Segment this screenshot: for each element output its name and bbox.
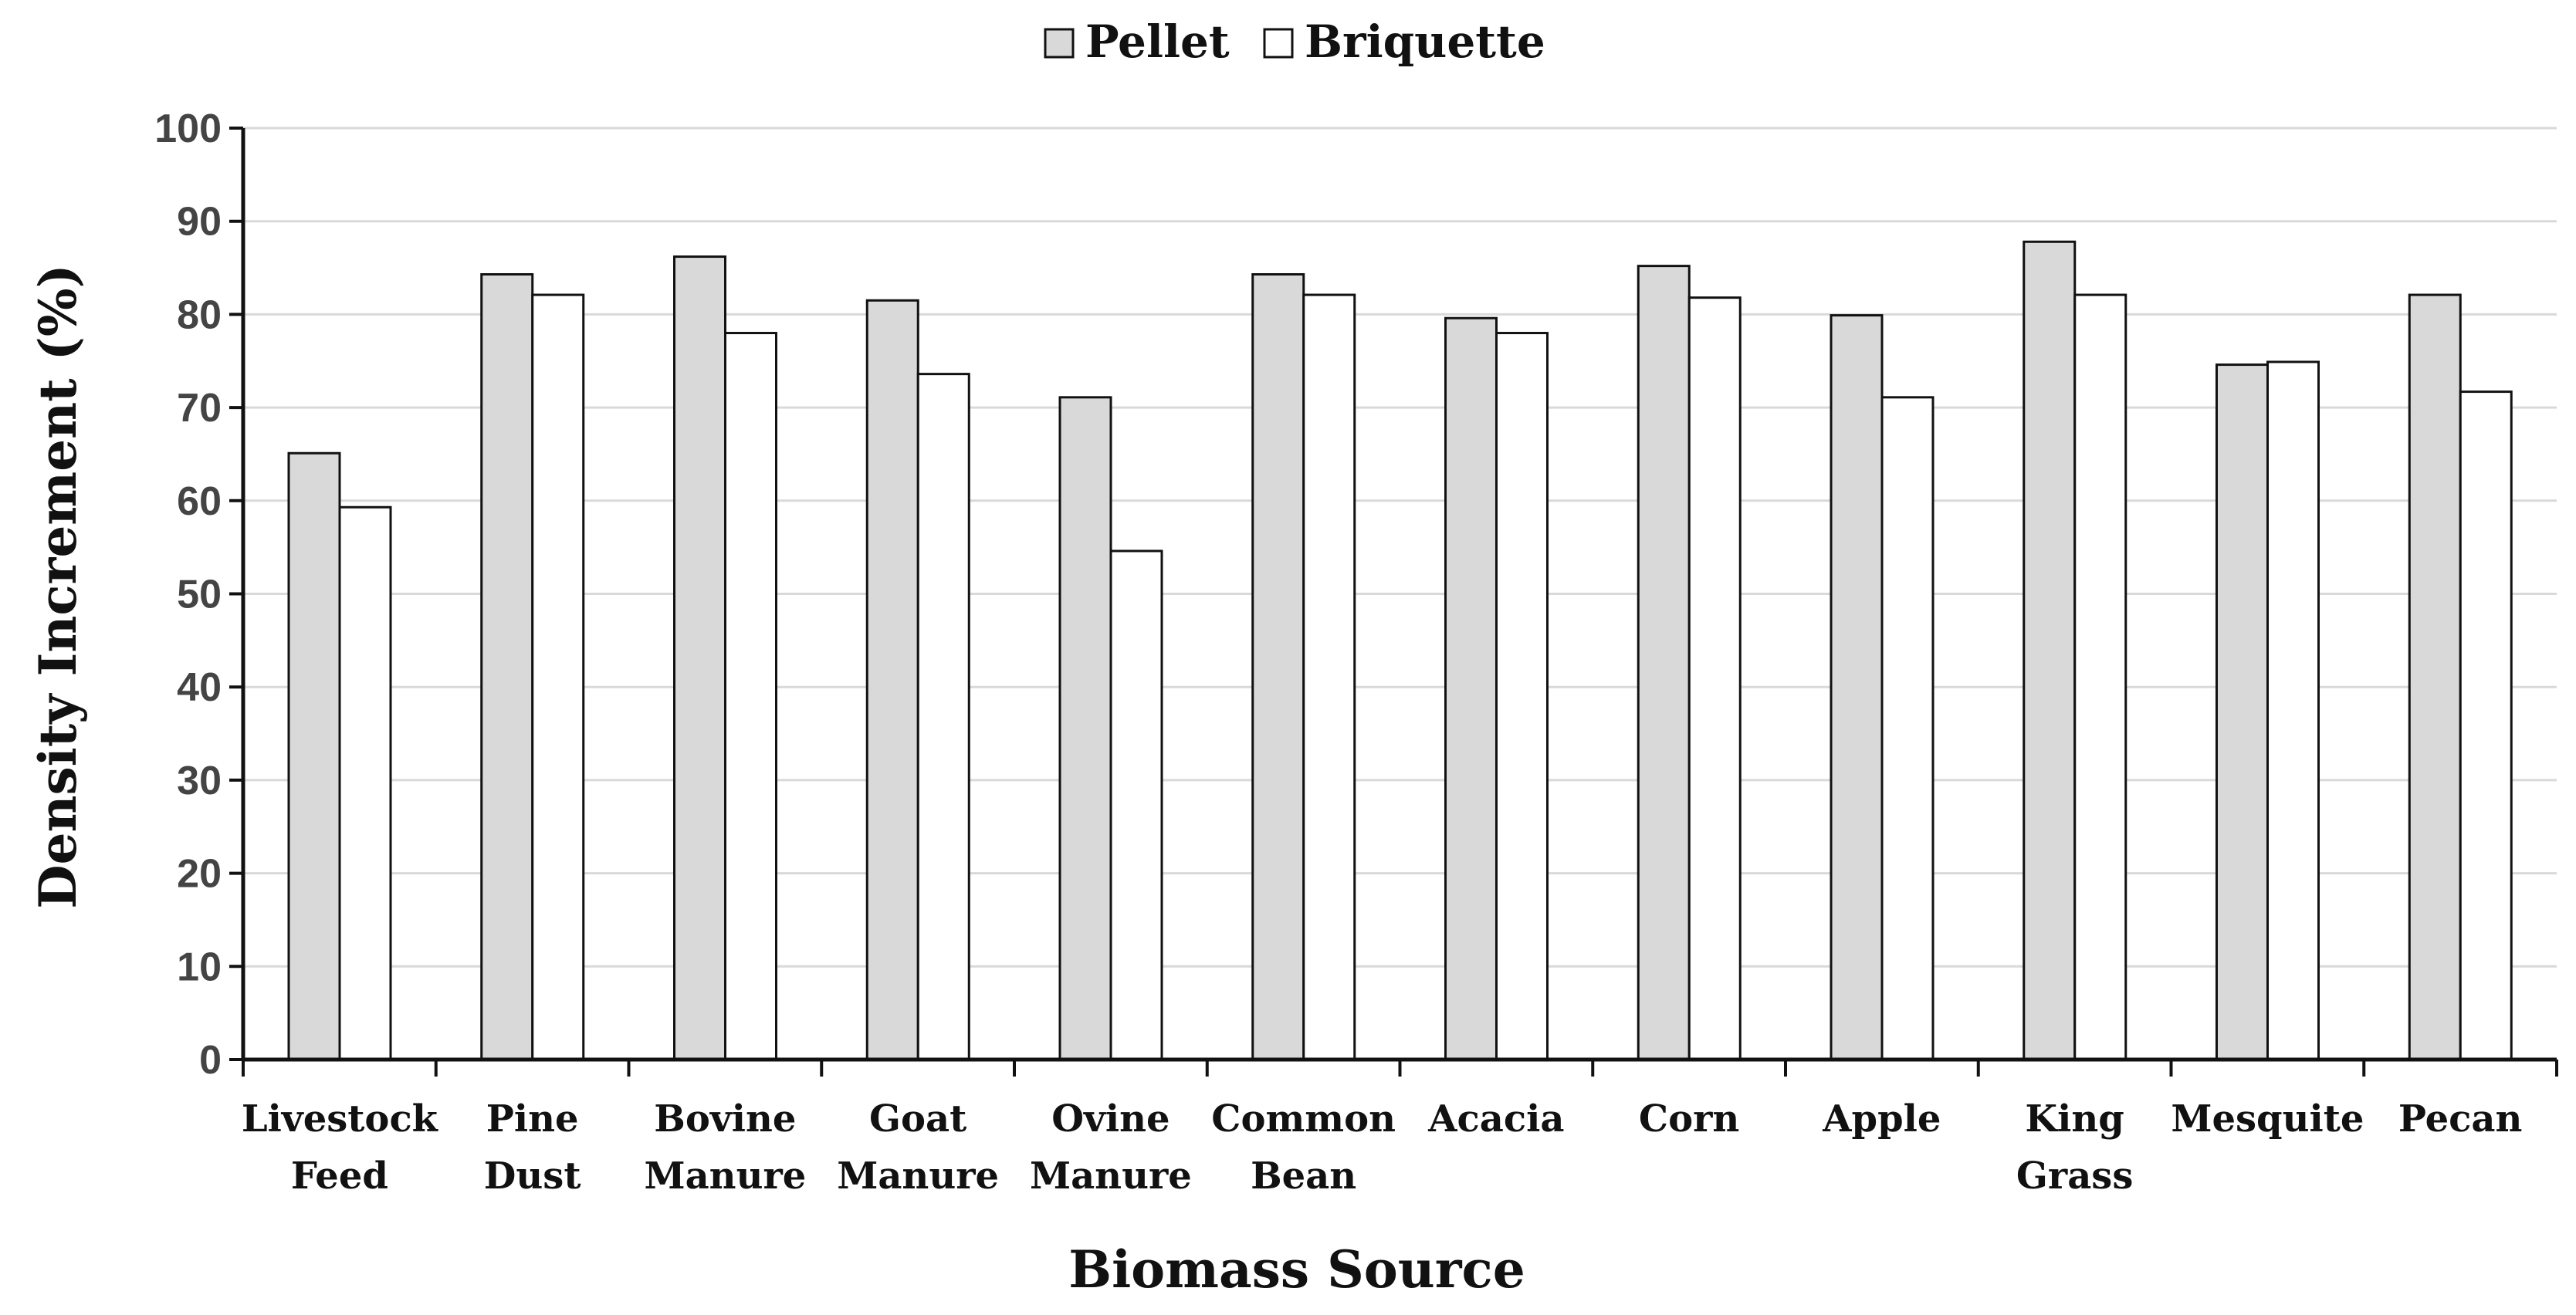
x-category-label: Manure: [644, 1154, 806, 1198]
bar-briquette: [2459, 390, 2513, 1061]
bar-briquette: [1495, 332, 1549, 1061]
y-tick-label: 100: [154, 106, 222, 151]
x-category-label: Mesquite: [2171, 1097, 2364, 1141]
bar-pellet: [2023, 240, 2077, 1061]
x-axis-title: Biomass Source: [1068, 1239, 1525, 1300]
gridlines: [243, 127, 2557, 968]
x-category-label: Goat: [869, 1097, 966, 1141]
bar-pellet: [480, 272, 534, 1061]
x-category-label: Dust: [484, 1154, 581, 1198]
bar-pellet: [1444, 316, 1498, 1061]
bar-pellet: [1058, 396, 1112, 1061]
bar-briquette: [1880, 396, 1935, 1061]
bar-briquette: [1302, 293, 1356, 1061]
y-tick-labels: 0 10 20 30 40 50 60 70 80 90 100: [154, 106, 222, 1083]
x-category-label: Bovine: [654, 1097, 796, 1141]
bars: [287, 240, 2513, 1061]
y-tick-label: 30: [177, 759, 222, 803]
bar-briquette: [1687, 296, 1742, 1061]
y-axis-title: Density Increment (%): [28, 264, 88, 909]
legend-swatch-pellet: [1044, 28, 1075, 59]
x-category-label: Feed: [291, 1154, 388, 1198]
bar-briquette: [916, 373, 970, 1061]
x-category-label: Ovine: [1051, 1097, 1170, 1141]
y-tick-label: 70: [177, 386, 222, 431]
x-category-label: Corn: [1639, 1097, 1739, 1141]
axes: [229, 127, 2558, 1077]
bar-briquette: [531, 293, 585, 1061]
x-category-label: Acacia: [1427, 1097, 1564, 1141]
x-category-label: Pine: [486, 1097, 579, 1141]
bar-pellet: [1637, 265, 1691, 1061]
bar-pellet: [2408, 293, 2462, 1061]
x-category-label: Common: [1211, 1097, 1396, 1141]
x-category-label: Livestock: [242, 1097, 439, 1141]
y-tick-label: 50: [177, 573, 222, 617]
bar-pellet: [865, 299, 919, 1061]
x-category-label: Manure: [1030, 1154, 1192, 1198]
legend-label-briquette: Briquette: [1305, 15, 1545, 68]
x-category-label: King: [2025, 1097, 2124, 1141]
x-category-label: Bean: [1251, 1154, 1356, 1198]
bar-pellet: [673, 255, 726, 1061]
x-category-label: Grass: [2016, 1154, 2133, 1198]
legend: Pellet Briquette: [1044, 15, 1545, 68]
x-category-label: Manure: [837, 1154, 999, 1198]
y-tick-label: 0: [199, 1038, 222, 1083]
bar-pellet: [2215, 363, 2269, 1061]
y-tick-label: 80: [177, 292, 222, 337]
bar-briquette: [338, 505, 392, 1061]
y-tick-label: 20: [177, 852, 222, 897]
bar-briquette: [2266, 360, 2320, 1061]
y-tick-label: 60: [177, 479, 222, 524]
bar-briquette: [2073, 293, 2127, 1061]
bar-briquette: [724, 332, 777, 1061]
x-category-labels: Livestock Feed Pine Dust Bovine Manure Goat Man…: [242, 1097, 2523, 1198]
y-tick-label: 10: [177, 945, 222, 989]
legend-swatch-briquette: [1263, 28, 1294, 59]
legend-label-pellet: Pellet: [1085, 15, 1230, 68]
y-tick-label: 90: [177, 200, 222, 245]
y-tick-label: 40: [177, 665, 222, 710]
x-category-label: Pecan: [2398, 1097, 2523, 1141]
bar-pellet: [1251, 272, 1305, 1061]
bar-pellet: [1830, 314, 1884, 1061]
bar-pellet: [287, 451, 341, 1061]
x-category-label: Apple: [1822, 1097, 1941, 1141]
bar-briquette: [1109, 549, 1163, 1061]
